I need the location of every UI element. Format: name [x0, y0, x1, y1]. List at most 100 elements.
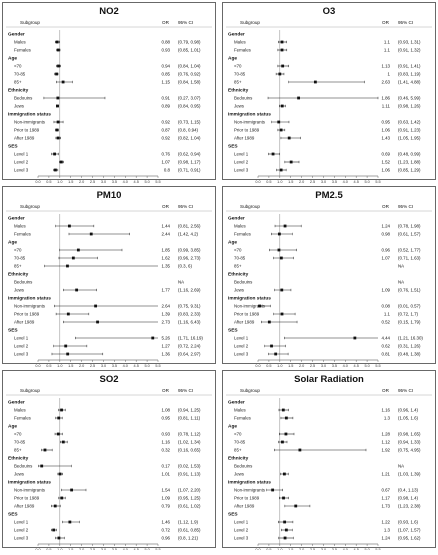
x-tick-label: 5.0 [364, 180, 369, 184]
x-tick-label: 1.0 [57, 364, 62, 368]
row-or-value: 0.17 [161, 464, 170, 469]
row-or-value: 1.43 [381, 136, 390, 141]
row-or-value: 1.17 [381, 496, 390, 501]
col-header-ci: 95% CI [398, 204, 413, 209]
row-ci-value: (0.72, 1.7) [398, 312, 419, 317]
row-or-value: 1.27 [161, 344, 170, 349]
point-estimate [283, 472, 286, 476]
row-ci-value: (0.73, 1.15) [178, 120, 201, 125]
point-estimate [298, 448, 302, 452]
row-or-value: 1.15 [161, 80, 170, 85]
row-or-value: 1.44 [161, 224, 170, 229]
point-estimate [56, 104, 59, 108]
point-estimate [281, 64, 285, 68]
row-or-value: 0.69 [381, 152, 390, 157]
row-ci-value: (0.91, 1.13) [178, 472, 201, 477]
row-group-header: Immigration status [8, 480, 51, 486]
row-or-value: 0.92 [161, 136, 170, 141]
row-ci-value: (0.8, 1.21) [178, 536, 199, 541]
point-estimate [75, 288, 79, 292]
point-estimate [313, 80, 317, 84]
row-ci-value: (0.94, 1.33) [398, 440, 421, 445]
row-group-header: Immigration status [228, 112, 271, 118]
row-ci-value: (0.96, 1.4) [398, 408, 419, 413]
row-ci-value: (1.16, 2.69) [178, 288, 201, 293]
row-label: Level 2 [14, 160, 29, 165]
x-tick-label: 4.0 [343, 180, 348, 184]
row-or-value: 2.73 [161, 320, 170, 325]
panel-pm10: PM10 Subgroup OR 95% CI Gender Males 1.44 (0.81… [2, 186, 216, 368]
row-label: <70 [14, 432, 22, 437]
row-or-value: 0.95 [381, 120, 390, 125]
x-tick-label: 2.5 [90, 364, 95, 368]
row-group-header: Immigration status [8, 112, 51, 118]
x-tick-label: 3.5 [112, 364, 117, 368]
point-estimate [283, 224, 287, 228]
row-label: Males [14, 408, 27, 413]
x-tick-label: 2.0 [299, 364, 304, 368]
row-label: After 1989 [234, 320, 255, 325]
col-header-subgroup: Subgroup [240, 204, 260, 209]
col-header-subgroup: Subgroup [20, 204, 40, 209]
row-label: 70-85 [234, 256, 246, 261]
row-label: After 1989 [14, 320, 35, 325]
row-ci-value: (0.98, 1.4) [398, 496, 419, 501]
row-ci-value: (1.42, 4.2) [178, 232, 199, 237]
panel-so2: SO2 Subgroup OR 95% CI Gender Males 1.08 (0.94,… [2, 370, 216, 552]
row-group-header: Immigration status [228, 296, 271, 302]
row-ci-value: (0.91, 1.41) [398, 64, 421, 69]
x-tick-label: 2.5 [310, 180, 315, 184]
row-ci-value: (0.98, 1.17) [178, 160, 201, 165]
panel-frame [2, 2, 216, 180]
row-ci-value: (0.91, 1.23) [398, 128, 421, 133]
x-tick-label: 5.5 [375, 180, 380, 184]
row-label: Level 3 [234, 352, 249, 357]
row-or-value: 1.07 [381, 256, 390, 261]
row-label: Level 2 [14, 528, 29, 533]
row-group-header: Immigration status [228, 480, 271, 486]
panel-title: O3 [323, 6, 336, 17]
row-ci-value: (0.4, 1.13) [398, 488, 419, 493]
point-estimate [277, 248, 281, 252]
point-estimate [271, 488, 275, 492]
point-estimate [280, 40, 284, 44]
col-header-ci: 95% CI [178, 388, 193, 393]
row-label: Prior to 1989 [234, 312, 260, 317]
x-tick-label: 0.0 [35, 180, 40, 184]
row-label: Females [14, 416, 32, 421]
row-label: 85+ [234, 264, 242, 269]
x-tick-label: 1.5 [288, 364, 293, 368]
row-or-value: 0.32 [161, 448, 170, 453]
row-ci-value: (0.78, 1.12) [178, 432, 201, 437]
row-group-header: Ethnicity [8, 456, 29, 462]
row-label: Females [234, 48, 252, 53]
row-label: Jews [234, 472, 245, 477]
point-estimate [43, 448, 47, 452]
row-group-header: Gender [8, 400, 25, 406]
row-label: Males [234, 224, 247, 229]
col-header-ci: 95% CI [178, 20, 193, 25]
x-tick-label: 4.5 [134, 364, 139, 368]
point-estimate [294, 504, 298, 508]
panel-frame [222, 370, 436, 548]
row-group-header: Gender [228, 216, 245, 222]
row-ci-value: (0.93, 1.6) [398, 520, 419, 525]
row-label: Bedouins [234, 96, 253, 101]
row-label: Jews [14, 472, 25, 477]
panel-solar-radiation: Solar Radiation Subgroup OR 95% CI Gender Mal… [222, 370, 436, 552]
panel-no2: NO2 Subgroup OR 95% CI Gender Males 0.88 (0.79,… [2, 2, 216, 184]
row-group-header: Age [8, 56, 17, 62]
x-tick-label: 3.0 [101, 364, 106, 368]
row-label: Level 3 [14, 536, 29, 541]
row-ci-value: (0.71, 1.63) [398, 256, 421, 261]
col-header-or: OR [382, 20, 390, 25]
x-tick-label: 2.5 [310, 364, 315, 368]
x-tick-label: 1.0 [57, 180, 62, 184]
row-ci-value: (0.72, 2.24) [178, 344, 201, 349]
panel-frame [222, 2, 436, 180]
row-ci-value: (0.99, 3.85) [178, 248, 201, 253]
panel-title: PM2.5 [315, 190, 343, 201]
row-label: Level 1 [234, 336, 249, 341]
row-ci-value: (0.98, 1.65) [398, 432, 421, 437]
row-or-value: 1.36 [161, 352, 170, 357]
